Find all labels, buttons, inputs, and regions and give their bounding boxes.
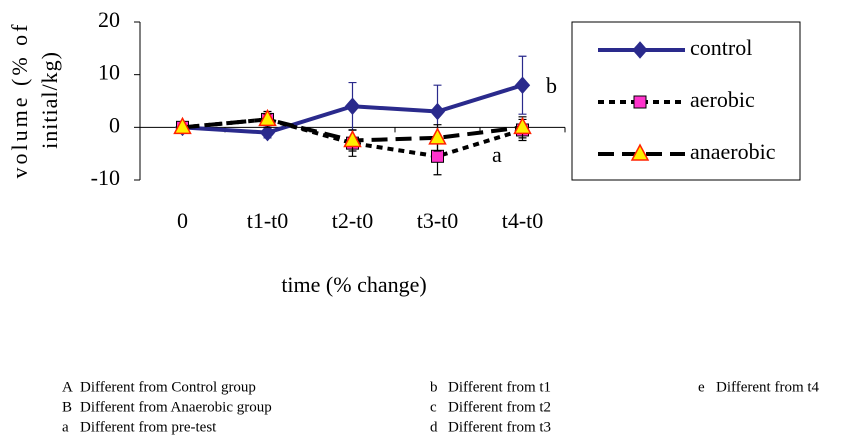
note-text: Different from t2 bbox=[448, 399, 551, 415]
data-point bbox=[258, 108, 277, 127]
x-axis-label: time (% change) bbox=[281, 272, 426, 297]
data-point bbox=[513, 116, 532, 135]
data-point bbox=[259, 123, 276, 142]
y-tick-label: 0 bbox=[109, 112, 120, 137]
annotation: b bbox=[546, 73, 557, 98]
y-axis-label: volume (% of bbox=[7, 22, 32, 179]
note-text: Different from Anaerobic group bbox=[80, 399, 272, 415]
note-text: Different from pre-test bbox=[80, 419, 217, 435]
y-axis-label: initial/kg) bbox=[37, 51, 62, 149]
note-symbol: a bbox=[62, 419, 69, 435]
x-tick-label: t3-t0 bbox=[417, 208, 459, 233]
note-symbol: e bbox=[698, 379, 705, 395]
data-point bbox=[429, 102, 446, 121]
data-point bbox=[343, 129, 362, 148]
x-tick-label: 0 bbox=[177, 208, 188, 233]
note-text: Different from t4 bbox=[716, 379, 820, 395]
note-text: Different from t1 bbox=[448, 379, 551, 395]
x-tick-label: t2-t0 bbox=[332, 208, 374, 233]
note-text: Different from t3 bbox=[448, 419, 551, 435]
legend-marker bbox=[633, 95, 647, 109]
legend-label: aerobic bbox=[690, 87, 755, 112]
legend-marker bbox=[630, 143, 650, 161]
legend-label: control bbox=[690, 35, 752, 60]
y-tick-label: 20 bbox=[98, 7, 120, 32]
note-symbol: d bbox=[430, 419, 438, 435]
legend-marker bbox=[632, 41, 648, 59]
note-text: Different from Control group bbox=[80, 379, 256, 395]
y-tick-label: 10 bbox=[98, 60, 120, 85]
data-point bbox=[428, 127, 447, 145]
note-symbol: A bbox=[62, 379, 73, 395]
note-symbol: b bbox=[430, 379, 438, 395]
data-point bbox=[344, 97, 361, 116]
data-point bbox=[514, 76, 531, 94]
note-symbol: B bbox=[62, 399, 72, 415]
data-point bbox=[431, 149, 444, 163]
annotation: a bbox=[492, 142, 502, 167]
y-tick-label: -10 bbox=[91, 165, 120, 190]
x-tick-label: t1-t0 bbox=[247, 208, 289, 233]
note-symbol: c bbox=[430, 399, 437, 415]
legend-label: anaerobic bbox=[690, 139, 776, 164]
x-tick-label: t4-t0 bbox=[502, 208, 544, 233]
data-point bbox=[173, 116, 192, 135]
